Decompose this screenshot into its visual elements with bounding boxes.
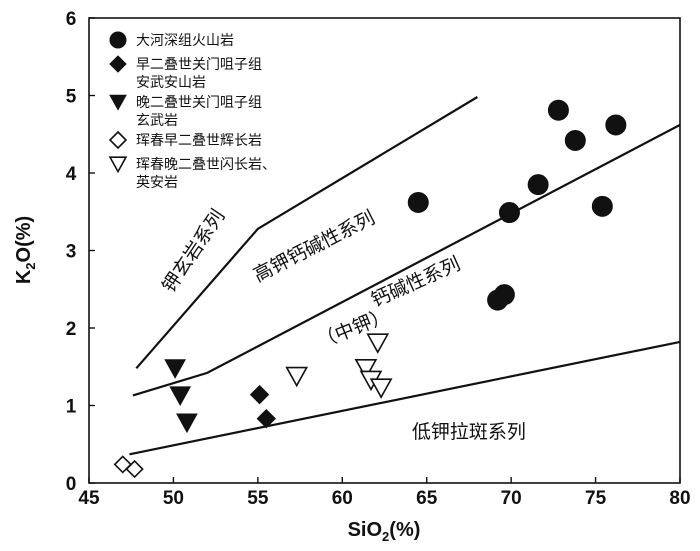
y-tick-label: 5 bbox=[66, 87, 77, 108]
x-tick-label: 65 bbox=[416, 488, 438, 509]
data-points bbox=[113, 99, 627, 479]
x-tick-label: 80 bbox=[669, 488, 690, 509]
x-tick-label: 60 bbox=[332, 488, 353, 509]
data-point bbox=[369, 378, 393, 399]
field-label: 钾玄岩系列 bbox=[158, 206, 229, 297]
data-point bbox=[498, 202, 520, 224]
legend-marker bbox=[108, 130, 128, 150]
legend-marker bbox=[109, 55, 127, 73]
data-point bbox=[169, 386, 192, 406]
data-point bbox=[256, 408, 277, 429]
data-point bbox=[125, 459, 144, 479]
data-point bbox=[249, 384, 270, 405]
x-axis-ticks: 45 50 55 60 65 70 75 80 bbox=[78, 477, 691, 509]
x-tick-label: 70 bbox=[501, 488, 522, 509]
data-point bbox=[176, 413, 198, 434]
data-point bbox=[527, 174, 549, 196]
legend-marker bbox=[109, 31, 127, 49]
legend-marker bbox=[108, 156, 128, 174]
y-tick-label: 3 bbox=[66, 242, 77, 263]
legend-label: 玄武岩 bbox=[136, 112, 178, 129]
series-boundary-line bbox=[129, 340, 681, 456]
data-point bbox=[591, 195, 613, 217]
x-axis-title: SiO2(%) bbox=[348, 519, 421, 544]
x-tick-label: 55 bbox=[247, 488, 269, 509]
y-tick-label: 0 bbox=[66, 474, 77, 495]
legend-label: 晚二叠世关门咀子组 bbox=[136, 95, 262, 111]
legend-label: 安武安山岩 bbox=[136, 75, 206, 91]
data-point bbox=[605, 114, 627, 136]
legend-label: 早二叠世关门咀子组 bbox=[136, 57, 262, 73]
y-tick-label: 1 bbox=[66, 397, 77, 418]
legend: 大河深组火山岩早二叠世关门咀子组安武安山岩晚二叠世关门咀子组玄武岩珲春早二叠世辉… bbox=[108, 31, 276, 191]
y-tick-label: 2 bbox=[66, 319, 77, 340]
legend-label: 英安岩 bbox=[136, 174, 178, 191]
x-tick-label: 75 bbox=[585, 488, 607, 509]
field-label: 高钾钙碱性系列 bbox=[250, 207, 379, 287]
y-tick-label: 4 bbox=[66, 164, 77, 185]
series-boundary-line bbox=[135, 96, 478, 370]
y-axis-ticks: 0 1 2 3 4 5 6 bbox=[66, 9, 95, 495]
data-point bbox=[493, 284, 515, 306]
x-tick-label: 50 bbox=[163, 488, 184, 509]
x-tick-label: 45 bbox=[78, 488, 100, 509]
legend-label: 大河深组火山岩 bbox=[136, 33, 234, 49]
legend-label: 珲春晚二叠世闪长岩、 bbox=[136, 157, 276, 173]
data-point bbox=[164, 359, 186, 379]
data-point bbox=[547, 99, 569, 121]
legend-label: 珲春早二叠世辉长岩 bbox=[136, 133, 262, 149]
legend-marker bbox=[109, 94, 127, 111]
data-point bbox=[407, 191, 429, 213]
y-axis-title: K2O(%) bbox=[13, 216, 38, 284]
field-label: 低钾拉斑系列 bbox=[412, 421, 526, 443]
data-point bbox=[564, 129, 586, 151]
data-point bbox=[285, 366, 309, 388]
data-point bbox=[354, 358, 378, 380]
boundary-lines bbox=[129, 96, 681, 456]
data-point bbox=[366, 333, 390, 354]
y-tick-label: 6 bbox=[66, 9, 77, 30]
series-boundary-line bbox=[132, 123, 681, 397]
